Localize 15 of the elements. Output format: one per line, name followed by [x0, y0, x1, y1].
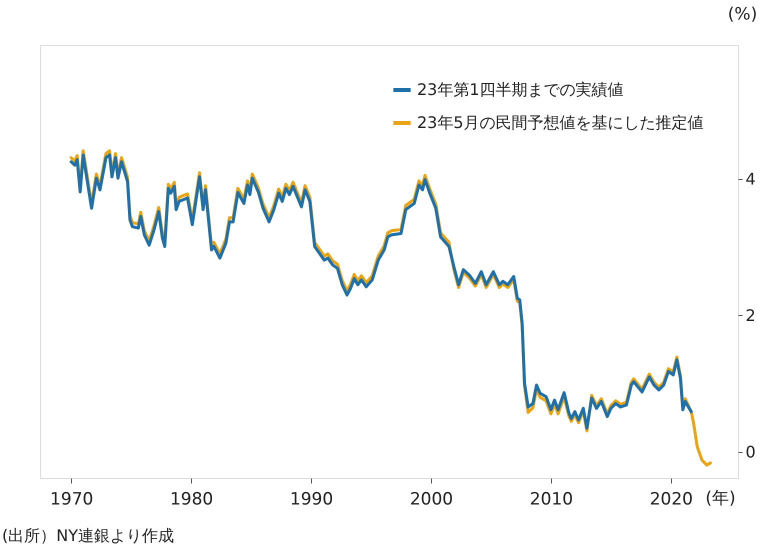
x-tick-label: 1990 [290, 490, 334, 510]
y-tick-label: 0 [746, 442, 756, 462]
line-series [70, 153, 693, 430]
x-tick-label: 2000 [410, 490, 454, 510]
x-tick-label: 2020 [650, 490, 693, 510]
text: (出所）NY連銀より作成 [2, 526, 174, 545]
y-tick-label: 2 [746, 306, 756, 325]
y-tick-label: 4 [746, 169, 756, 188]
x-tick-label: 2010 [530, 490, 574, 510]
legend-label: 23年第1四半期までの実績値 [417, 80, 624, 99]
x-tick-label: 1970 [50, 490, 94, 510]
x-tick-label: 1980 [170, 490, 214, 510]
legend-label: 23年5月の民間予想値を基にした推定値 [417, 113, 704, 132]
x-axis-title: (年) [705, 488, 736, 508]
y-axis-title: (%) [728, 4, 758, 24]
